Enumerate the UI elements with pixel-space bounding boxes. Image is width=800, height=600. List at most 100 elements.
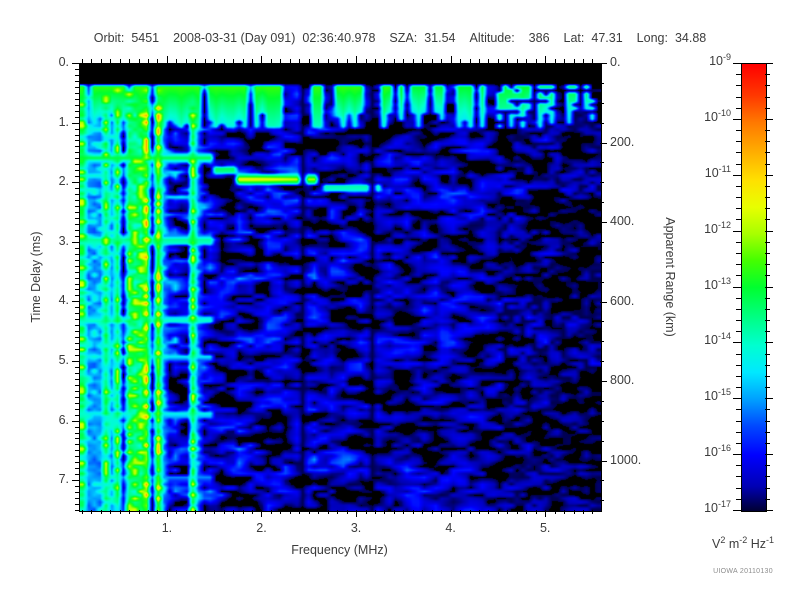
colorbar-tick [736, 163, 741, 165]
altitude-label: Altitude: [469, 31, 515, 45]
x-tick-top [166, 56, 168, 63]
x-tick-top [138, 59, 140, 63]
x-tick-top [412, 59, 414, 63]
colorbar-tick [765, 219, 770, 221]
colorbar-tick [733, 454, 741, 456]
x-tick-top [81, 59, 83, 63]
x-tick-top [564, 59, 566, 63]
x-tick-top [223, 59, 225, 63]
y-tick [75, 343, 79, 345]
colorbar-tick [733, 286, 741, 288]
x-tick [195, 510, 197, 514]
y-tick [75, 170, 79, 172]
colorbar-tick [765, 353, 770, 355]
colorbar-tick [765, 163, 770, 165]
colorbar-tick [736, 387, 741, 389]
colorbar-tick [765, 476, 770, 478]
x-tick [450, 510, 452, 517]
y-tick [75, 116, 79, 118]
x-tick-top [346, 59, 348, 63]
y-tick [75, 152, 79, 154]
right-tick [600, 440, 604, 442]
y-tick [75, 492, 79, 494]
x-tick-top [337, 59, 339, 63]
x-tick-top [176, 59, 178, 63]
x-tick-top [318, 59, 320, 63]
colorbar-tick [765, 387, 770, 389]
colorbar-tick [736, 107, 741, 109]
x-tick-top [422, 59, 424, 63]
colorbar-tick [736, 353, 741, 355]
right-tick [600, 122, 604, 124]
x-tick-top [299, 59, 301, 63]
right-tick [600, 361, 604, 363]
colorbar-tick [765, 174, 773, 176]
colorbar-tick [736, 364, 741, 366]
colorbar-tick [733, 230, 741, 232]
y-tick-label: 5. [58, 353, 69, 367]
x-tick [526, 510, 528, 514]
right-tick [600, 261, 604, 263]
sza-value: 31.54 [424, 31, 456, 45]
colorbar-tick [765, 197, 770, 199]
right-tick [600, 460, 607, 462]
y-tick [72, 241, 79, 243]
x-tick-top [195, 59, 197, 63]
colorbar-tick-label: 10-11 [704, 163, 731, 180]
y-tick [75, 450, 79, 452]
y-tick [72, 182, 79, 184]
x-tick [270, 510, 272, 514]
y-tick [75, 200, 79, 202]
y-tick-label: 0. [58, 55, 69, 69]
x-tick-top [185, 59, 187, 63]
colorbar-tick [736, 185, 741, 187]
x-tick-label: 4. [445, 521, 456, 535]
y-tick [75, 498, 79, 500]
colorbar [741, 63, 767, 512]
x-tick [516, 510, 518, 514]
x-tick [469, 510, 471, 514]
y-tick-label: 1. [58, 114, 69, 129]
observation-header: Orbit: 5451 2008-03-31 (Day 091) 02:36:4… [0, 31, 800, 47]
colorbar-tick [736, 420, 741, 422]
y-tick [75, 402, 79, 404]
y-tick [72, 361, 79, 362]
right-tick-label: 0. [610, 55, 621, 69]
colorbar-tick [765, 107, 770, 109]
x-tick [365, 510, 367, 514]
observation-date: 2008-03-31 (Day 091) [173, 31, 296, 45]
right-tick [600, 321, 604, 323]
y-tick [75, 212, 79, 213]
x-tick-top [554, 59, 556, 63]
colorbar-tick [736, 208, 741, 210]
right-tick-label: 400. [610, 214, 635, 229]
x-tick-top [384, 59, 386, 63]
y-tick [75, 331, 79, 333]
colorbar-tick [765, 297, 770, 299]
colorbar-tick [736, 130, 741, 132]
x-tick-top [261, 56, 263, 63]
colorbar-tick [765, 185, 770, 187]
colorbar-tick [736, 74, 741, 76]
x-tick [488, 510, 490, 514]
colorbar-tick [736, 308, 741, 310]
colorbar-tick [765, 498, 770, 500]
altitude-value: 386 [528, 31, 550, 45]
x-tick-top [100, 59, 102, 63]
x-tick [308, 510, 310, 514]
x-tick-top [110, 59, 112, 63]
right-tick [600, 63, 607, 64]
colorbar-tick-label: 10-13 [704, 275, 731, 292]
y-tick [75, 414, 79, 416]
x-tick [441, 510, 443, 514]
y-tick [75, 366, 79, 368]
y-tick [75, 289, 79, 291]
colorbar-tick [733, 398, 741, 400]
y-tick [75, 378, 79, 380]
colorbar-tick [736, 487, 741, 489]
right-tick-label: 200. [610, 134, 635, 149]
colorbar-tick [765, 320, 770, 322]
y-tick [75, 92, 79, 94]
colorbar-tick [736, 498, 741, 500]
